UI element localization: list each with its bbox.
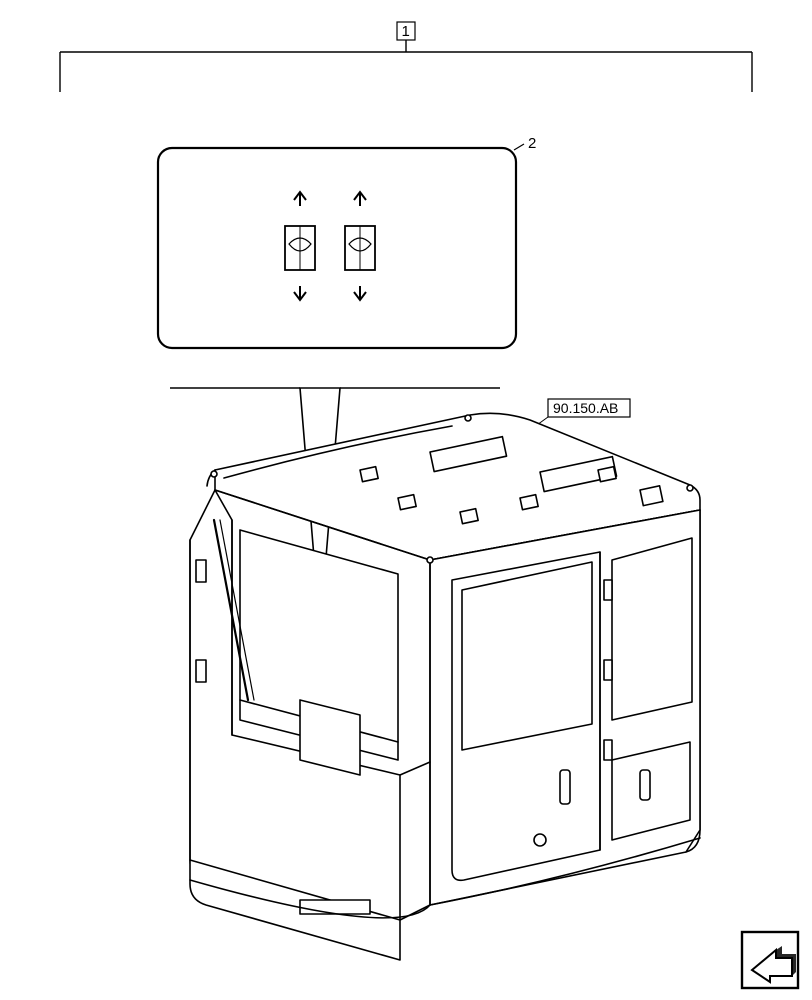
callout-1-label: 1 [402,23,410,40]
cab-drawing [190,413,700,960]
bracket-callout-1: 1 [60,22,752,92]
callout-2-label: 2 [528,135,536,152]
reference-label: 90.150.AB [553,400,618,416]
detail-panel: 2 [158,135,536,348]
page-nav-icon[interactable] [742,932,798,988]
diagram-canvas: 1 2 [0,0,812,1000]
